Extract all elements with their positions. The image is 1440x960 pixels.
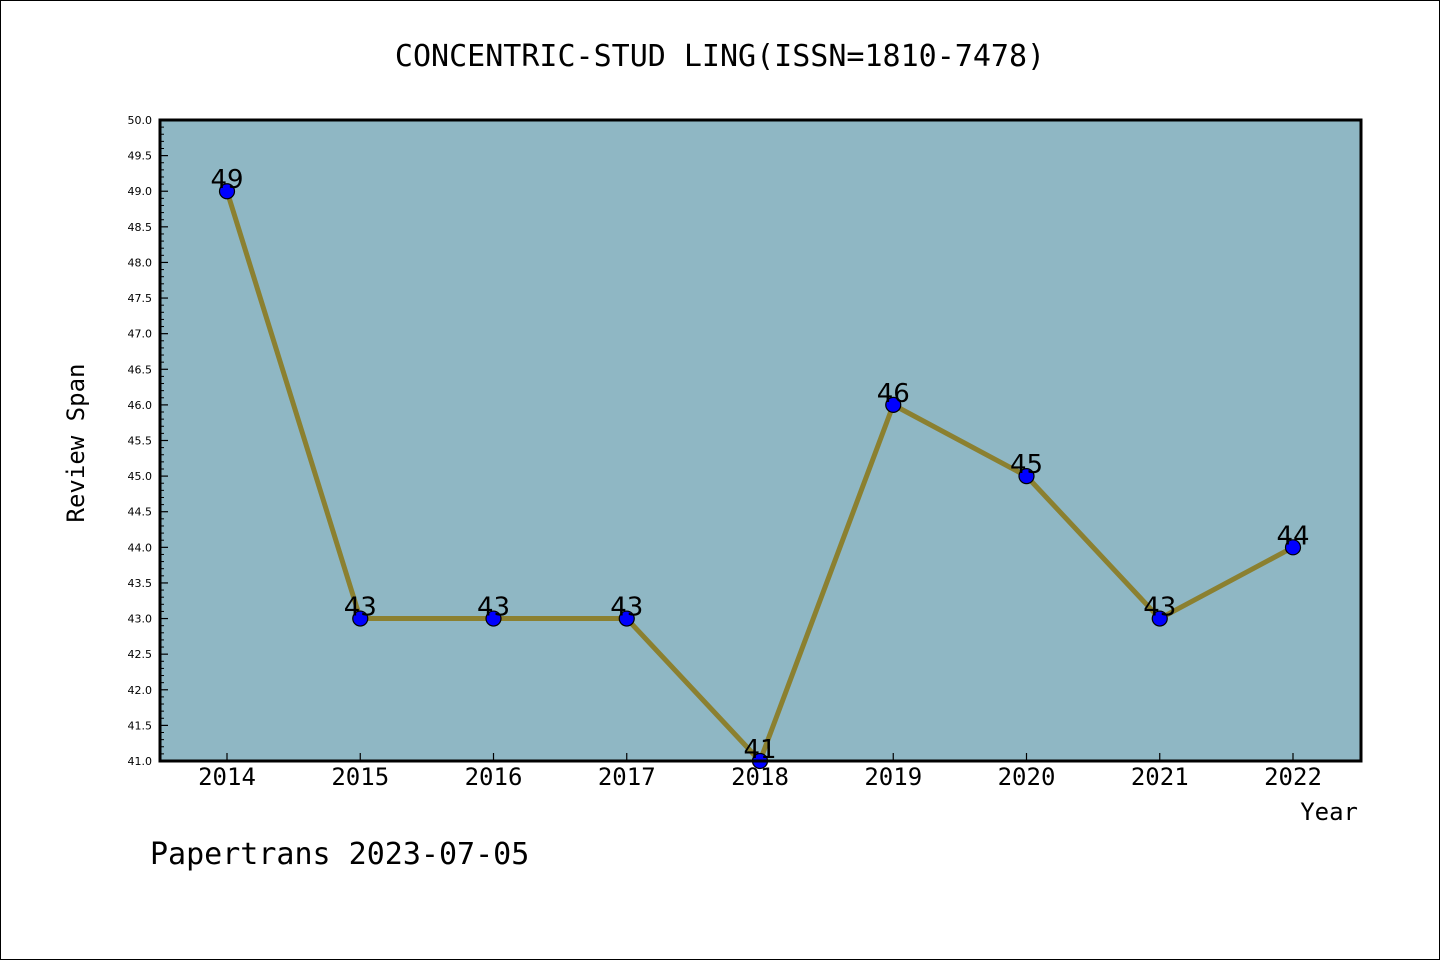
x-axis-label: Year [1300,798,1358,826]
y-tick-label: 46.0 [128,399,153,412]
y-tick-label: 49.0 [128,185,153,198]
data-point [218,183,236,200]
y-tick-label: 44.0 [128,541,153,554]
data-label: 43 [1143,593,1176,623]
data-point [352,610,369,627]
data-label: 43 [610,593,643,623]
data-point [485,610,502,627]
data-point [618,610,635,627]
x-tick-label: 2022 [1264,763,1322,791]
x-tick-label: 2017 [598,763,656,791]
y-tick-label: 48.0 [128,256,153,269]
x-tick-label: 2015 [331,763,389,791]
y-tick-label: 41.0 [128,755,153,768]
x-tick-label: 2014 [198,763,256,791]
y-tick-label: 45.0 [128,470,153,483]
y-tick-label: 46.5 [128,363,153,376]
footer-text: Papertrans 2023-07-05 [150,837,529,872]
y-tick-label: 43.0 [128,613,153,626]
y-tick-label: 42.5 [128,648,153,661]
y-tick-label: 50.0 [128,114,153,127]
y-tick-label: 45.5 [128,435,153,448]
data-label: 44 [1276,521,1309,551]
data-label: 49 [210,165,243,195]
y-tick-label: 44.5 [128,506,153,519]
y-tick-label: 41.5 [128,719,153,732]
y-tick-label: 43.5 [128,577,153,590]
data-point [1018,468,1035,485]
y-tick-label: 48.5 [128,221,153,234]
y-axis: 41.0 41.5 42.0 42.5 43.0 43.5 44.0 44.5 45.0 45.5… [128,114,168,768]
data-point [1284,539,1302,556]
data-point [885,396,902,413]
x-tick-label: 2020 [998,763,1056,791]
x-tick-label: 2016 [465,763,523,791]
data-label: 43 [477,593,510,623]
data-label: 46 [877,379,910,409]
y-tick-label: 49.5 [128,150,153,163]
data-point [1151,610,1168,627]
chart-title: CONCENTRIC-STUD LING(ISSN=1810-7478) [395,39,1045,74]
x-tick-label: 2021 [1131,763,1189,791]
y-axis-label: Review Span [62,364,90,523]
x-axis: 2014 2015 2016 2017 2018 2019 2020 2021 2022 [198,753,1322,791]
y-tick-label: 47.0 [128,328,153,341]
x-tick-label: 2019 [864,763,922,791]
y-tick-label: 47.5 [128,292,153,305]
plot-border [158,118,1363,763]
data-label: 45 [1010,450,1043,480]
y-tick-label: 42.0 [128,684,153,697]
plot-area [160,120,1361,761]
data-label: 43 [344,593,377,623]
